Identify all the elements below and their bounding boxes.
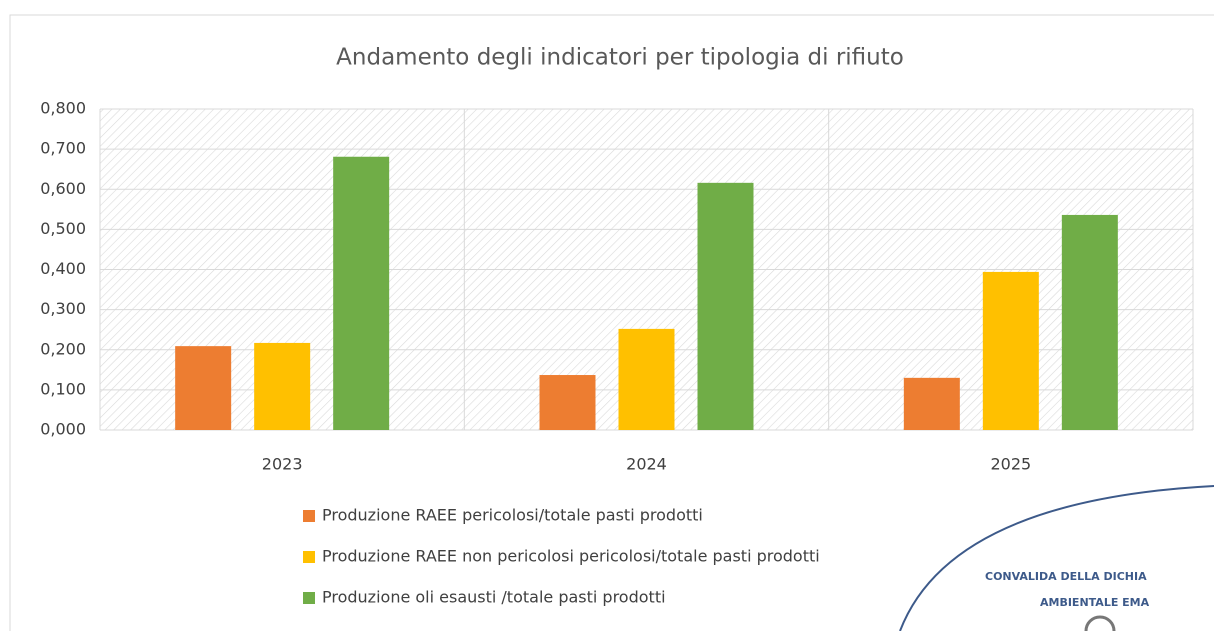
bar (333, 156, 390, 430)
stamp-emblem (1084, 615, 1116, 631)
legend-label: Produzione RAEE non pericolosi pericolos… (322, 547, 820, 566)
y-tick-label: 0,800 (40, 99, 86, 118)
stamp-border (899, 485, 1214, 631)
legend-swatch (303, 551, 315, 563)
bar (982, 271, 1039, 430)
x-tick-label: 2023 (262, 455, 303, 474)
x-tick-label: 2025 (990, 455, 1031, 474)
stamp-text: CONVALIDA DELLA DICHIA (985, 570, 1147, 583)
y-tick-label: 0,100 (40, 379, 86, 398)
bar (539, 375, 596, 430)
legend-swatch (303, 592, 315, 604)
legend-swatch (303, 510, 315, 522)
bar (254, 342, 311, 430)
y-tick-label: 0,400 (40, 259, 86, 278)
legend-label: Produzione RAEE pericolosi/totale pasti … (322, 506, 703, 525)
y-tick-label: 0,300 (40, 299, 86, 318)
bar (175, 346, 232, 430)
stamp-text: AMBIENTALE EMA (1040, 596, 1150, 609)
chart-title: Andamento degli indicatori per tipologia… (336, 45, 904, 71)
y-tick-label: 0,700 (40, 139, 86, 158)
y-tick-label: 0,500 (40, 219, 86, 238)
bar (1061, 214, 1118, 430)
x-tick-label: 2024 (626, 455, 667, 474)
legend-label: Produzione oli esausti /totale pasti pro… (322, 588, 666, 607)
y-tick-label: 0,200 (40, 339, 86, 358)
bar (618, 328, 675, 430)
bar (697, 182, 754, 430)
bar (903, 377, 960, 430)
y-tick-label: 0,000 (40, 420, 86, 439)
y-tick-label: 0,600 (40, 179, 86, 198)
